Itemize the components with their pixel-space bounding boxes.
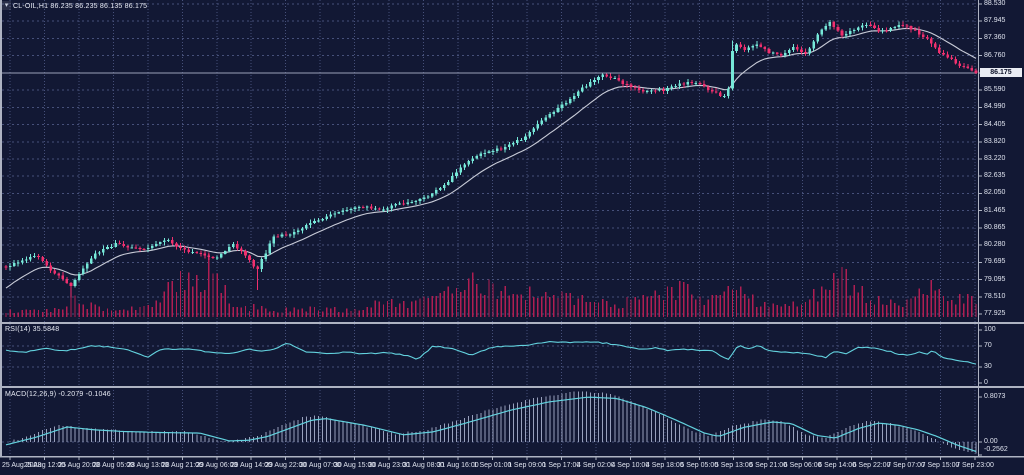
time-tick-label: 1 Sep 17:00 [542,462,581,469]
chart-title-ohlc: CL-OIL,H1 86.235 86.235 86.135 86.175 [13,3,148,10]
price-tick-label: 78.510 [984,292,1006,300]
time-tick-label: 30 Aug 23:00 [368,462,410,469]
time-tick-label: 25 Aug 2023 [2,462,42,469]
time-tick-label: 7 Sep 07:00 [887,462,925,469]
chart-menu-icon[interactable]: ▾ [2,1,11,10]
time-tick-label: 31 Aug 16:00 [437,462,479,469]
price-tick-label: 86.760 [984,51,1006,59]
rsi-line [5,341,977,365]
time-tick-label: 28 Aug 05:00 [92,462,135,469]
price-tick-label: 84.405 [984,120,1006,128]
time-tick-label: 7 Sep 23:00 [956,462,994,469]
time-tick-label: 29 Aug 22:00 [265,462,307,469]
rsi-scale-label: 0 [984,379,988,386]
macd-scale-label: -0.2562 [984,446,1008,453]
price-tick-label: 79.095 [984,275,1006,283]
time-tick-label: 25 Aug 12:00 [23,462,66,469]
price-tick-label: 87.945 [984,17,1006,25]
time-tick-label: 31 Aug 08:00 [402,462,445,469]
time-tick-label: 29 Aug 06:00 [196,462,238,469]
time-tick-label: 6 Sep 14:00 [818,462,857,469]
time-tick-label: 5 Sep 13:00 [714,462,753,469]
time-tick-label: 5 Sep 05:00 [680,462,719,469]
price-tick-label: 83.820 [984,137,1006,145]
time-tick-label: 1 Sep 01:00 [473,462,512,469]
main-chart-area[interactable] [2,0,977,322]
price-tick-label: 77.925 [984,309,1006,317]
rsi-scale-label: 30 [984,363,992,371]
rsi-indicator-label: RSI(14) 35.5848 [5,326,60,333]
price-tick-label: 81.465 [984,206,1006,214]
time-tick-label: 4 Sep 02:00 [576,462,615,469]
price-tick-label: 85.590 [984,86,1006,94]
rsi-panel-area[interactable] [2,324,977,386]
time-tick-label: 1 Sep 09:00 [508,462,546,469]
macd-scale-label: 0.00 [984,438,998,445]
current-price-tag: 86.175 [980,68,1022,78]
time-axis[interactable]: 25 Aug 2023 25 Aug 12:00 25 Aug 20:00 28 Au… [0,458,1024,475]
axis-tick-marks [9,3,982,460]
price-tick-label: 84.990 [984,103,1006,111]
time-tick-label: 29 Aug 14:00 [230,462,272,469]
macd-scale-label: 0.8073 [984,393,1006,401]
macd-panel-area[interactable] [2,388,977,456]
price-tick-label: 80.280 [984,241,1006,249]
time-tick-label: 30 Aug 15:00 [333,462,376,469]
time-tick-label: 7 Sep 15:00 [921,462,960,469]
macd-signal-line [5,396,977,453]
time-tick-label: 4 Sep 10:00 [611,462,650,469]
rsi-scale-label: 100 [984,326,996,333]
time-tick-label: 6 Sep 06:00 [783,462,822,469]
price-tick-label: 82.050 [984,189,1006,197]
price-tick-label: 88.530 [984,0,1006,7]
time-tick-label: 30 Aug 07:00 [299,462,341,469]
price-tick-label: 83.220 [984,154,1006,162]
panel-separators [0,0,1024,458]
time-tick-label: 5 Sep 21:00 [749,462,788,469]
price-axis[interactable]: 88.530 87.945 87.360 86.760 85.590 84.990 84.4… [978,0,1024,458]
price-tick-label: 82.635 [984,172,1006,180]
time-tick-label: 25 Aug 20:00 [58,462,100,469]
rsi-scale-label: 70 [984,341,992,349]
ma-line [5,27,977,289]
macd-indicator-label: MACD(12,26,9) -0.2079 -0.1046 [5,391,111,398]
time-tick-label: 4 Sep 18:00 [645,462,684,469]
volume-bars [5,252,977,317]
price-tick-label: 80.865 [984,223,1006,231]
time-tick-label: 28 Aug 13:00 [127,462,169,469]
price-tick-label: 87.360 [984,34,1006,42]
time-tick-label: 28 Aug 21:00 [161,462,203,469]
time-tick-label: 6 Sep 22:00 [852,462,891,469]
candlestick-series [4,20,978,298]
price-tick-label: 79.695 [984,258,1006,266]
